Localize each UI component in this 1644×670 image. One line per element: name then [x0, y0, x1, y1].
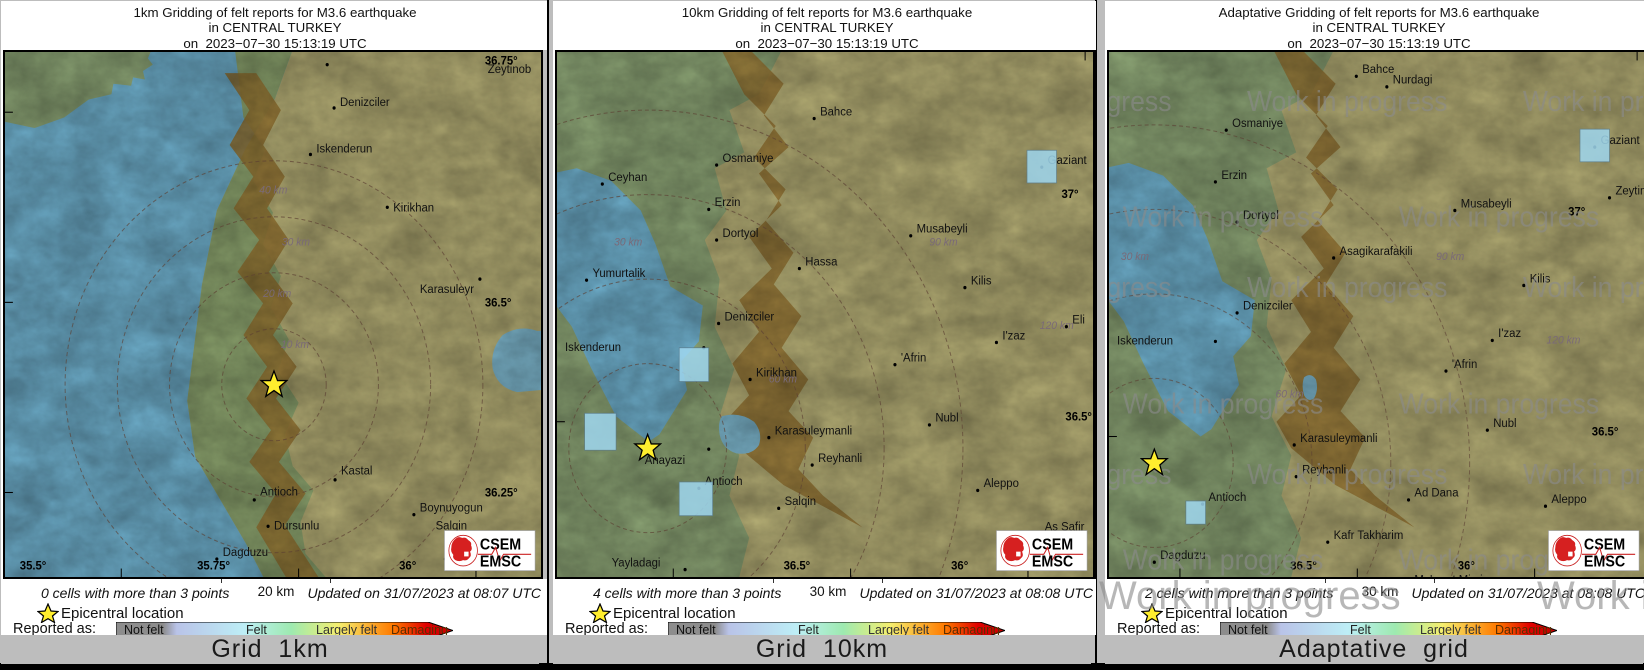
svg-text:Work in progress: Work in progress	[1247, 85, 1447, 117]
svg-text:36°: 36°	[399, 559, 416, 572]
svg-text:Aleppo: Aleppo	[1551, 493, 1587, 506]
svg-text:Work in progress: Work in progress	[1123, 387, 1323, 419]
svg-text:Work in progress: Work in progress	[1523, 85, 1644, 117]
svg-text:Denizciler: Denizciler	[340, 96, 390, 109]
svg-text:35.5°: 35.5°	[20, 559, 47, 572]
svg-text:CSEM: CSEM	[480, 537, 521, 554]
svg-text:Yayladagi: Yayladagi	[612, 556, 661, 569]
svg-text:Osmaniye: Osmaniye	[723, 152, 774, 165]
svg-text:Work in progress: Work in progress	[1523, 271, 1644, 303]
svg-text:EMSC: EMSC	[1584, 554, 1626, 571]
svg-text:Denizciler: Denizciler	[725, 310, 775, 323]
svg-text:Zeytinob: Zeytinob	[488, 63, 532, 76]
svg-text:37°: 37°	[1061, 187, 1078, 200]
svg-text:30 km: 30 km	[282, 236, 310, 248]
svg-text:40 km: 40 km	[259, 184, 287, 196]
svg-text:Dursunlu: Dursunlu	[274, 519, 319, 532]
svg-text:'Afrin: 'Afrin	[901, 351, 926, 364]
svg-text:36.5°: 36.5°	[784, 559, 811, 572]
svg-text:Kirikhan: Kirikhan	[393, 201, 434, 214]
svg-text:30 km: 30 km	[1121, 251, 1149, 263]
svg-text:Dortyol: Dortyol	[723, 227, 759, 240]
svg-text:EMSC: EMSC	[1032, 554, 1074, 571]
svg-text:Reyhanli: Reyhanli	[818, 452, 862, 465]
svg-text:Work in progress: Work in progress	[1523, 458, 1644, 490]
svg-text:10 km: 10 km	[281, 338, 309, 350]
svg-text:Musabeyli: Musabeyli	[917, 222, 968, 235]
svg-text:Karasuleyr: Karasuleyr	[420, 283, 474, 296]
svg-text:Kastal: Kastal	[341, 464, 372, 477]
svg-text:20 km: 20 km	[262, 288, 291, 300]
svg-text:Kirikhan: Kirikhan	[756, 366, 797, 379]
svg-text:Work in progress: Work in progress	[1399, 387, 1599, 419]
svg-text:CSEM: CSEM	[1584, 537, 1625, 554]
svg-text:Kafr Takharim: Kafr Takharim	[1334, 529, 1404, 542]
svg-text:Asagikarafakili: Asagikarafakili	[1340, 244, 1413, 257]
svg-text:90 km: 90 km	[929, 236, 957, 248]
svg-text:Work in progress: Work in progress	[1247, 271, 1447, 303]
svg-text:Karasuleymanli: Karasuleymanli	[1300, 431, 1377, 444]
svg-text:Dagduzu: Dagduzu	[223, 546, 268, 559]
svg-text:Work in progress: Work in progress	[1123, 200, 1323, 232]
svg-text:Nubl: Nubl	[935, 411, 958, 424]
svg-text:36.25°: 36.25°	[485, 486, 518, 499]
svg-text:30 km: 30 km	[614, 236, 642, 248]
svg-text:Ceyhan: Ceyhan	[608, 171, 647, 184]
svg-text:Iskenderun: Iskenderun	[1117, 334, 1173, 347]
svg-text:Karasuleymanli: Karasuleymanli	[775, 424, 852, 437]
svg-text:Erzin: Erzin	[1221, 168, 1247, 181]
svg-text:Erzin: Erzin	[715, 196, 741, 209]
svg-text:35.75°: 35.75°	[197, 559, 230, 572]
svg-text:CSEM: CSEM	[1032, 537, 1073, 554]
svg-text:Work in progress: Work in progress	[1399, 200, 1599, 232]
svg-text:Work in progress: Work in progress	[1247, 458, 1447, 490]
svg-text:Antioch: Antioch	[260, 485, 298, 498]
svg-text:Work in progress: Work in progress	[1123, 544, 1323, 576]
svg-text:Hassa: Hassa	[805, 255, 838, 268]
svg-text:120 km: 120 km	[1040, 319, 1074, 331]
svg-text:36.5°: 36.5°	[1065, 410, 1092, 423]
svg-text:Yumurtalik: Yumurtalik	[592, 267, 645, 280]
svg-text:'Afrin: 'Afrin	[1452, 358, 1477, 371]
svg-text:Work in progress: Work in progress	[1109, 271, 1172, 303]
svg-text:Eli: Eli	[1072, 313, 1085, 326]
svg-text:36.5°: 36.5°	[485, 296, 512, 309]
svg-text:Bahce: Bahce	[820, 105, 852, 118]
svg-text:90 km: 90 km	[1436, 251, 1464, 263]
svg-text:120 km: 120 km	[1546, 334, 1580, 346]
svg-text:Bahce: Bahce	[1362, 63, 1394, 76]
svg-text:Work in progress: Work in progress	[1109, 85, 1172, 117]
svg-text:Boynuyogun: Boynuyogun	[420, 501, 483, 514]
svg-text:I'zaz: I'zaz	[1002, 329, 1025, 342]
svg-text:EMSC: EMSC	[480, 554, 522, 571]
svg-text:Osmaniye: Osmaniye	[1232, 117, 1283, 130]
svg-text:I'zaz: I'zaz	[1498, 327, 1521, 340]
svg-text:36°: 36°	[951, 559, 968, 572]
svg-text:Kilis: Kilis	[971, 274, 992, 287]
svg-text:Salqin: Salqin	[785, 495, 816, 508]
svg-text:Iskenderun: Iskenderun	[565, 341, 621, 354]
svg-text:36.5°: 36.5°	[1592, 425, 1619, 438]
svg-text:Antioch: Antioch	[1209, 491, 1247, 504]
svg-text:Aleppo: Aleppo	[984, 477, 1020, 490]
svg-text:Iskenderun: Iskenderun	[316, 142, 372, 155]
svg-text:Zeytinli: Zeytinli	[1615, 184, 1644, 197]
